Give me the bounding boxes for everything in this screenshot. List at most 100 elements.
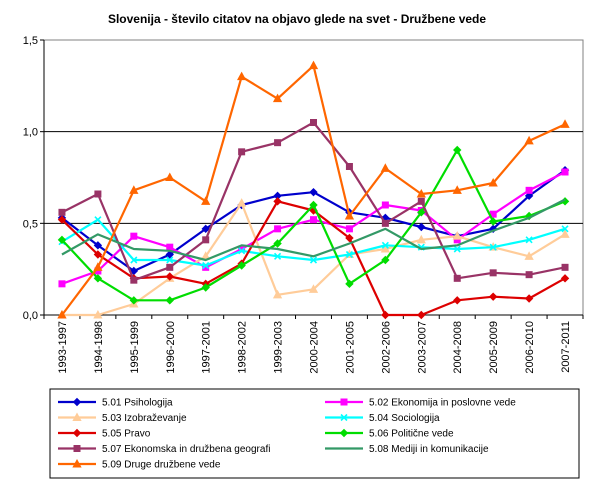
legend-label: 5.08 Mediji in komunikacije (369, 444, 489, 455)
data-point (561, 225, 569, 233)
data-point (274, 225, 282, 233)
data-point (488, 177, 498, 187)
data-point (130, 276, 138, 284)
data-point (416, 234, 426, 244)
data-point (237, 261, 246, 270)
data-point (165, 172, 175, 181)
x-axis: 1993-1997 1994-1998 1995-1999 1996-2000 1997… (43, 314, 584, 374)
x-tick-label: 1998-2002 (237, 321, 249, 374)
legend-marker (72, 458, 82, 468)
data-point (236, 198, 247, 207)
data-point (452, 231, 462, 240)
series-layer (57, 60, 570, 320)
legend-label: 5.07 Ekonomska in družbena geografi (102, 444, 270, 455)
data-point (345, 279, 354, 289)
data-point (416, 188, 426, 198)
data-point (345, 163, 353, 170)
x-tick-label: 2006-2010 (524, 321, 536, 374)
legend-item: 5.08 Mediji in komunikacije (325, 444, 489, 455)
data-point (272, 93, 283, 103)
data-point (452, 185, 462, 194)
legend-label: 5.09 Druge družbene vede (102, 460, 221, 471)
data-point (93, 262, 103, 271)
legend-label: 5.03 Izobraževanje (102, 413, 187, 424)
data-point (57, 309, 67, 319)
legend: 5.01 Psihologija 5.02 Ekonomija in poslov… (49, 388, 580, 479)
data-point (272, 289, 283, 299)
data-point (57, 235, 67, 245)
series-9 (57, 60, 570, 319)
data-point (165, 296, 174, 305)
x-tick-label: 1999-2003 (273, 321, 285, 374)
data-point (202, 261, 210, 270)
x-tick-label: 1995-1999 (129, 321, 141, 374)
data-point (310, 216, 317, 224)
data-point (524, 251, 534, 260)
data-point (344, 210, 355, 220)
x-tick-label: 1997-2001 (201, 321, 213, 374)
legend-marker (72, 412, 82, 421)
data-point (417, 208, 426, 217)
data-point (345, 250, 353, 259)
x-tick-label: 1996-2000 (165, 321, 177, 374)
legend-box (49, 388, 580, 479)
data-point (525, 186, 533, 194)
x-tick-label: 2003-2007 (416, 321, 428, 374)
data-point (453, 145, 462, 155)
legend-marker (340, 413, 348, 422)
series-7 (58, 119, 569, 284)
legend-item: 5.05 Pravo (58, 429, 151, 440)
data-point (308, 284, 319, 293)
data-point (201, 196, 211, 205)
data-point (165, 272, 174, 281)
data-point (380, 243, 391, 253)
data-point (488, 292, 498, 301)
legend-item: 5.04 Sociologija (325, 413, 440, 424)
x-tick-label: 2004-2008 (452, 321, 464, 374)
legend-marker (72, 428, 82, 438)
data-point (417, 222, 426, 232)
data-point (310, 119, 317, 126)
data-point (381, 201, 389, 209)
data-point (236, 71, 247, 81)
series-3 (57, 198, 570, 319)
data-point (381, 255, 390, 265)
data-point (93, 274, 103, 283)
x-tick-label: 1993-1997 (57, 321, 69, 374)
data-point (309, 256, 318, 264)
data-point (165, 250, 174, 259)
series-2 (58, 168, 569, 288)
data-point (489, 269, 497, 277)
data-point (345, 225, 353, 233)
data-point (381, 241, 389, 249)
data-point (130, 256, 138, 264)
data-point (129, 296, 139, 305)
data-point (524, 294, 534, 303)
data-point (93, 250, 103, 259)
legend-marker (72, 397, 82, 407)
series-4 (58, 216, 569, 270)
chart-title: Slovenija - število citatov na objavo gl… (108, 12, 486, 26)
y-tick-label: 0,5 (23, 218, 38, 230)
legend-label: 5.05 Pravo (102, 429, 151, 440)
data-point (273, 239, 282, 248)
data-point (560, 119, 570, 128)
legend-label: 5.01 Psihologija (102, 398, 173, 409)
data-point (274, 139, 282, 147)
y-tick-label: 1,5 (23, 35, 38, 47)
data-point (58, 280, 66, 288)
data-point (560, 229, 570, 238)
data-point (524, 191, 534, 201)
legend-marker (73, 445, 81, 452)
y-tick-label: 1,0 (23, 127, 38, 139)
x-tick-label: 2007-2011 (560, 321, 572, 373)
data-point (57, 215, 67, 224)
y-tick-label: 0,0 (23, 310, 38, 322)
data-point (380, 163, 391, 172)
data-point (94, 190, 102, 198)
series-6 (57, 145, 570, 305)
data-point (93, 241, 103, 250)
legend-label: 5.06 Politične vede (369, 429, 454, 440)
data-point (273, 197, 282, 206)
